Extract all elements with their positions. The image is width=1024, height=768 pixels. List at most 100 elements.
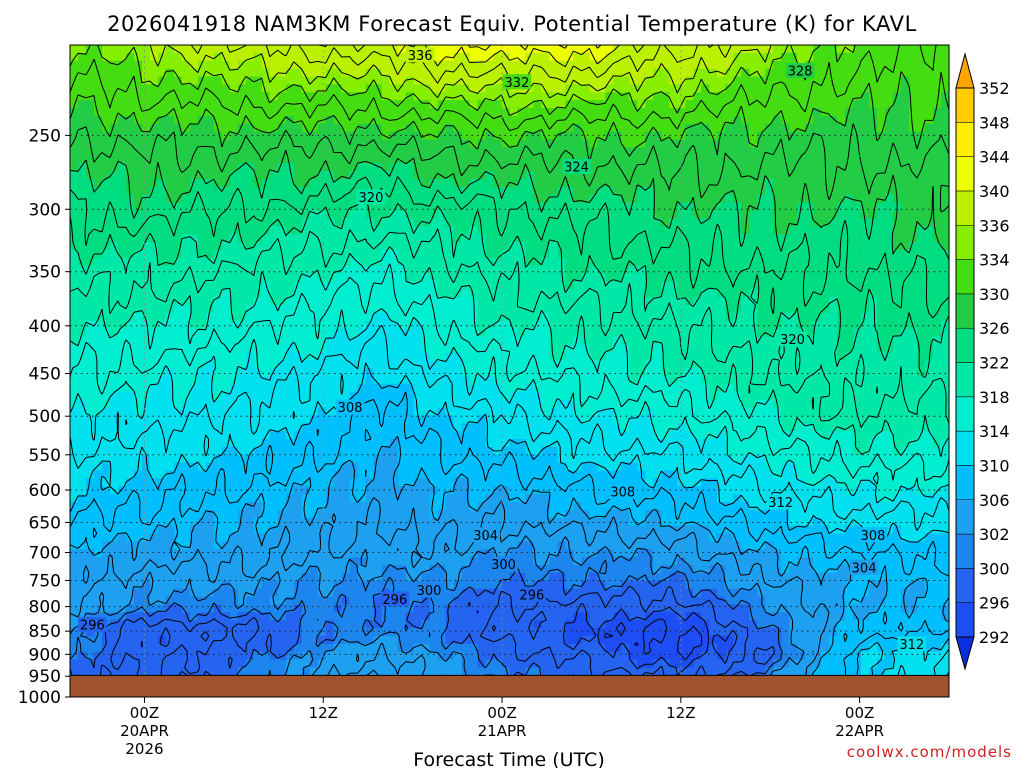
field-cell	[669, 241, 678, 251]
field-cell	[621, 273, 630, 282]
field-cell	[149, 155, 159, 164]
field-cell	[701, 368, 710, 377]
field-cell	[269, 123, 279, 133]
field-cell	[213, 155, 223, 164]
field-cell	[653, 186, 662, 196]
field-cell	[517, 60, 527, 70]
field-cell	[613, 108, 622, 117]
field-cell	[789, 320, 798, 330]
field-cell	[733, 352, 742, 361]
field-cell	[757, 108, 766, 117]
field-cell	[229, 344, 239, 353]
field-cell	[357, 171, 367, 180]
field-cell	[365, 115, 375, 125]
field-cell	[429, 108, 439, 117]
field-cell	[789, 226, 798, 235]
field-cell	[645, 391, 654, 401]
field-cell	[237, 312, 247, 322]
field-cell	[109, 202, 119, 212]
field-cell	[85, 375, 95, 385]
field-cell	[285, 147, 295, 156]
field-cell	[189, 178, 199, 188]
field-cell	[677, 45, 686, 54]
field-cell	[645, 202, 654, 212]
field-cell	[301, 352, 311, 361]
field-cell	[405, 100, 415, 109]
field-cell	[925, 123, 934, 133]
field-cell	[429, 234, 439, 243]
field-cell	[421, 399, 431, 409]
field-cell	[813, 383, 822, 393]
field-cell	[821, 234, 830, 243]
field-cell	[405, 281, 415, 290]
field-cell	[429, 163, 439, 172]
field-cell	[245, 108, 255, 117]
field-cell	[941, 202, 950, 212]
field-cell	[677, 305, 686, 314]
field-cell	[573, 241, 583, 251]
field-cell	[917, 234, 926, 243]
field-cell	[325, 68, 335, 78]
field-cell	[389, 368, 399, 377]
field-cell	[885, 92, 894, 101]
field-cell	[789, 76, 798, 85]
field-cell	[693, 297, 702, 306]
field-cell	[589, 45, 598, 54]
field-cell	[389, 210, 399, 219]
field-cell	[877, 202, 886, 212]
field-cell	[413, 391, 423, 401]
field-cell	[149, 297, 159, 306]
field-cell	[605, 186, 614, 196]
field-cell	[853, 194, 862, 204]
field-cell	[845, 273, 854, 282]
field-cell	[741, 202, 750, 212]
field-cell	[397, 68, 407, 78]
field-cell	[661, 241, 670, 251]
field-cell	[677, 281, 686, 290]
field-cell	[525, 328, 535, 338]
field-cell	[245, 147, 255, 156]
field-cell	[805, 202, 814, 212]
field-cell	[501, 155, 511, 164]
field-cell	[589, 123, 598, 133]
field-cell	[525, 139, 535, 149]
field-cell	[325, 320, 335, 330]
field-cell	[213, 257, 223, 267]
field-cell	[261, 60, 271, 70]
field-cell	[365, 320, 375, 330]
field-cell	[301, 218, 311, 227]
field-cell	[125, 171, 135, 180]
field-cell	[285, 383, 295, 393]
field-cell	[709, 257, 718, 267]
field-cell	[445, 60, 455, 70]
field-cell	[501, 344, 511, 353]
field-cell	[101, 60, 111, 70]
field-cell	[109, 115, 119, 125]
field-cell	[70, 210, 79, 219]
field-cell	[285, 289, 295, 298]
field-cell	[805, 76, 814, 85]
field-cell	[133, 131, 143, 141]
field-cell	[941, 336, 950, 346]
field-cell	[389, 265, 399, 275]
field-cell	[141, 115, 151, 125]
field-cell	[421, 383, 431, 393]
field-cell	[901, 92, 910, 101]
field-cell	[629, 249, 638, 259]
field-cell	[253, 265, 263, 275]
field-cell	[349, 178, 359, 188]
field-cell	[125, 45, 135, 54]
field-cell	[901, 76, 910, 85]
field-cell	[573, 52, 583, 62]
field-cell	[813, 178, 822, 188]
field-cell	[70, 92, 79, 101]
field-cell	[597, 234, 606, 243]
field-cell	[613, 352, 622, 361]
field-cell	[213, 52, 223, 62]
field-cell	[517, 210, 527, 219]
field-cell	[157, 155, 167, 164]
field-cell	[277, 131, 287, 141]
field-cell	[501, 368, 511, 377]
field-cell	[741, 163, 750, 172]
field-cell	[821, 312, 830, 322]
